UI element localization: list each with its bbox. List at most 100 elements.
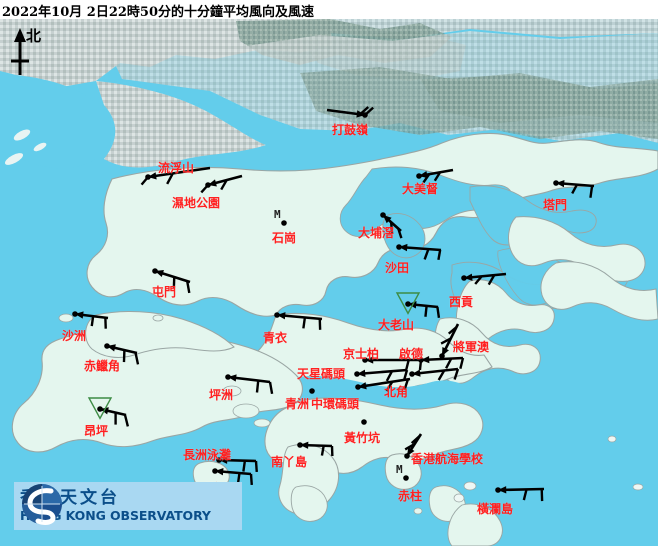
wind-station-青洲	[309, 388, 315, 394]
station-label-流浮山[interactable]: 流浮山	[158, 161, 195, 175]
wind-station-昂坪	[87, 397, 130, 427]
station-label-坪洲[interactable]: 坪洲	[209, 388, 234, 402]
wind-station-屯門	[152, 268, 191, 294]
station-label-打鼓嶺[interactable]: 打鼓嶺	[332, 123, 369, 137]
wind-barb-feather	[410, 434, 421, 445]
station-label-濕地公園[interactable]: 濕地公園	[172, 196, 221, 210]
wind-barb-feather	[424, 305, 428, 317]
map-geography	[0, 19, 658, 546]
wind-station-青衣	[274, 312, 323, 330]
wind-station-流浮山	[140, 166, 211, 186]
wind-barb-feather	[437, 249, 442, 260]
wind-station-西貢	[461, 272, 507, 286]
wind-barb-arrowhead	[556, 179, 565, 188]
wind-barb-feather	[397, 228, 403, 239]
station-marker-dot	[274, 312, 280, 318]
wind-barb-feather	[445, 357, 453, 369]
north-label: 北	[26, 27, 42, 45]
station-label-沙田[interactable]: 沙田	[385, 261, 410, 275]
station-label-大埔滘[interactable]: 大埔滘	[358, 226, 395, 240]
wind-barb-feather	[385, 381, 394, 392]
station-label-赤柱[interactable]: 赤柱	[398, 489, 423, 503]
wind-barb-feather	[440, 337, 452, 345]
wind-barb-feather	[404, 442, 416, 451]
station-marker-dot	[216, 457, 222, 463]
station-marker-dot	[281, 220, 287, 226]
wind-barb-feather	[90, 316, 95, 327]
wind-station-橫瀾島	[495, 486, 545, 502]
wind-station-香港航海學校	[404, 433, 423, 459]
wind-barb-feather	[255, 380, 260, 393]
wind-barb-feather	[389, 222, 394, 234]
station-label-大美督[interactable]: 大美督	[402, 182, 439, 196]
wind-barb-arrowhead	[148, 172, 157, 180]
station-marker-dot	[104, 343, 110, 349]
station-label-大老山[interactable]: 大老山	[378, 318, 415, 332]
hko-name-en: HONG KONG OBSERVATORY	[20, 507, 211, 523]
station-label-中環碼頭[interactable]: 中環碼頭	[311, 397, 360, 411]
wind-station-大美督	[416, 168, 454, 184]
station-label-橫瀾島[interactable]: 橫瀾島	[477, 502, 514, 516]
wind-barb-arrowhead	[498, 486, 507, 494]
station-label-黃竹坑[interactable]: 黃竹坑	[344, 431, 381, 445]
station-label-塔門[interactable]: 塔門	[543, 198, 568, 212]
station-label-長洲泳灘[interactable]: 長洲泳灘	[183, 448, 232, 462]
wind-barb-arrowhead	[421, 355, 430, 364]
wind-station-石崗	[281, 220, 287, 226]
station-label-京士柏[interactable]: 京士柏	[343, 347, 380, 361]
wind-station-坪洲	[225, 374, 274, 395]
wind-barb-arrowhead	[399, 243, 408, 252]
station-label-南丫島[interactable]: 南丫島	[271, 455, 308, 469]
wind-barb-arrowhead	[464, 273, 473, 281]
station-label-香港航海學校[interactable]: 香港航海學校	[411, 452, 484, 466]
wind-station-南丫島	[297, 441, 334, 457]
wind-station-大埔滘	[380, 212, 403, 239]
wind-barb-feather	[571, 184, 578, 195]
station-label-天星碼頭[interactable]: 天星碼頭	[297, 367, 346, 381]
wind-barb-feather	[589, 185, 594, 198]
station-marker-triangle	[395, 292, 421, 315]
wind-barb-shaft	[147, 166, 211, 179]
wind-barb-arrowhead	[407, 447, 415, 456]
wind-barb-feather	[268, 381, 274, 395]
station-label-西貢[interactable]: 西貢	[449, 295, 474, 309]
wind-barb-shaft	[356, 368, 408, 376]
station-marker-dot	[380, 212, 386, 218]
station-label-昂坪[interactable]: 昂坪	[84, 424, 109, 438]
station-mast-marker: M	[396, 463, 403, 476]
hko-swirl-logo-icon	[22, 484, 62, 525]
station-marker-dot	[404, 453, 410, 459]
station-marker-dot	[97, 406, 103, 412]
wind-barb-feather	[522, 489, 528, 501]
station-label-赤鱲角[interactable]: 赤鱲角	[84, 359, 121, 373]
station-label-沙洲[interactable]: 沙洲	[62, 329, 87, 343]
map-canvas[interactable]: 打鼓嶺流浮山濕地公園 M 石崗 大美督塔門大埔滘沙田屯門西貢沙洲 青衣 大老山赤鱲角 京士柏…	[0, 19, 658, 546]
station-label-北角[interactable]: 北角	[384, 385, 409, 399]
station-marker-dot	[409, 371, 415, 377]
station-marker-dot	[495, 487, 501, 493]
station-label-青洲[interactable]: 青洲	[285, 397, 310, 411]
station-marker-dot	[72, 311, 78, 317]
wind-barb-arrowhead	[365, 356, 374, 364]
station-label-石崗[interactable]: 石崗	[272, 231, 297, 245]
station-marker-dot	[362, 112, 368, 118]
wind-barb-feather	[487, 274, 496, 286]
station-label-屯門[interactable]: 屯門	[152, 285, 177, 299]
station-label-啟德[interactable]: 啟德	[399, 347, 424, 361]
station-marker-dot	[152, 268, 158, 274]
title-bar: 2022年10月 2日22時50分的十分鐘平均風向及風速	[0, 0, 658, 20]
station-label-青衣[interactable]: 青衣	[263, 331, 288, 345]
wind-barb-feather	[220, 179, 228, 191]
wind-barb-arrowhead	[383, 215, 392, 224]
hko-logo: 香港天文台 HONG KONG OBSERVATORY	[14, 482, 242, 530]
wind-barb-feather	[433, 171, 442, 182]
station-marker-dot	[405, 301, 411, 307]
wind-barb-feather	[422, 173, 431, 184]
station-label-將軍澳[interactable]: 將軍澳	[453, 340, 490, 354]
station-marker-dot	[418, 357, 424, 363]
wind-station-塔門	[553, 179, 595, 198]
wind-barb-feather	[405, 359, 410, 370]
station-marker-dot	[355, 384, 361, 390]
station-marker-triangle	[87, 397, 113, 420]
